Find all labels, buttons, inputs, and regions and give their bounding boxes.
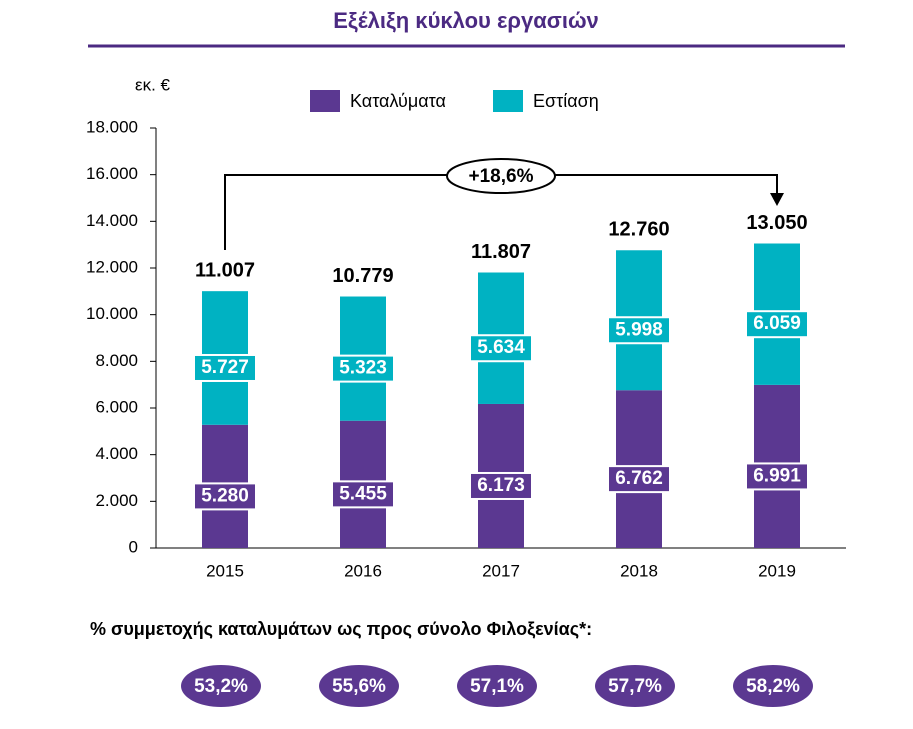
share-oval xyxy=(181,665,261,707)
share-label: 57,7% xyxy=(608,676,662,697)
share-title: % συμμετοχής καταλυμάτων ως προς σύνολο … xyxy=(90,619,592,640)
total-label: 11.007 xyxy=(195,259,255,281)
total-label: 13.050 xyxy=(746,212,807,234)
value-label-box xyxy=(607,465,671,494)
value-label-box xyxy=(469,471,533,500)
x-tick-label: 2015 xyxy=(206,561,244,580)
y-tick-label: 2.000 xyxy=(95,491,138,510)
share-oval xyxy=(457,665,537,707)
value-label: 5.280 xyxy=(201,485,249,506)
y-tick-label: 4.000 xyxy=(95,444,138,463)
value-label: 5.323 xyxy=(339,358,387,379)
x-tick-label: 2019 xyxy=(758,561,796,580)
y-tick-label: 0 xyxy=(129,537,138,556)
share-label: 53,2% xyxy=(194,676,248,697)
x-tick-label: 2016 xyxy=(344,561,382,580)
legend-label: Εστίαση xyxy=(533,91,599,111)
annotation-oval xyxy=(446,158,556,194)
value-label-box xyxy=(331,480,395,509)
legend-swatch xyxy=(310,90,340,112)
value-label-box xyxy=(469,334,533,363)
share-label: 58,2% xyxy=(746,676,800,697)
value-label-box xyxy=(193,353,257,382)
value-label: 6.059 xyxy=(753,313,801,334)
y-tick-label: 12.000 xyxy=(86,257,138,276)
value-label: 5.455 xyxy=(339,483,387,504)
y-tick-label: 10.000 xyxy=(86,304,138,323)
y-tick-label: 6.000 xyxy=(95,397,138,416)
share-oval xyxy=(319,665,399,707)
total-label: 12.760 xyxy=(608,219,669,241)
annotation: +18,6% xyxy=(469,166,534,187)
share-label: 57,1% xyxy=(470,676,524,697)
value-label: 6.173 xyxy=(477,475,525,496)
value-label-box xyxy=(607,316,671,345)
value-label-box xyxy=(745,462,809,491)
legend-label: Καταλύματα xyxy=(350,91,446,111)
value-label-box xyxy=(745,310,809,339)
share-oval xyxy=(595,665,675,707)
value-label: 5.998 xyxy=(615,319,663,340)
x-tick-label: 2017 xyxy=(482,561,520,580)
value-label-box xyxy=(331,354,395,383)
value-label-box xyxy=(193,482,257,511)
total-label: 10.779 xyxy=(332,265,393,287)
y-tick-label: 16.000 xyxy=(86,164,138,183)
value-label: 5.634 xyxy=(477,337,525,358)
share-oval xyxy=(733,665,813,707)
value-label: 6.762 xyxy=(615,468,663,489)
value-label: 5.727 xyxy=(201,357,249,378)
y-tick-label: 8.000 xyxy=(95,351,138,370)
y-tick-label: 18.000 xyxy=(86,117,138,136)
value-label: 6.991 xyxy=(753,465,801,486)
x-tick-label: 2018 xyxy=(620,561,658,580)
annotation-arrow xyxy=(770,193,784,206)
y-axis-label: εκ. € xyxy=(135,75,171,94)
chart-title: Εξέλιξη κύκλου εργασιών xyxy=(333,8,599,33)
total-label: 11.807 xyxy=(471,241,531,263)
legend-swatch xyxy=(493,90,523,112)
share-label: 55,6% xyxy=(332,676,386,697)
y-tick-label: 14.000 xyxy=(86,211,138,230)
